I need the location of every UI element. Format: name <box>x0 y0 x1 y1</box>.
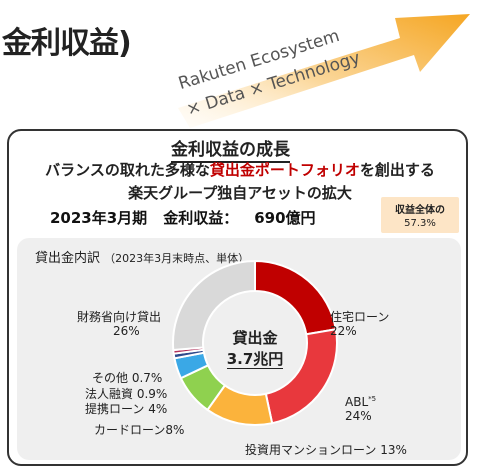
label-partner-loan-value: 4% <box>148 402 168 416</box>
card-title-text: 金利収益の成長 <box>171 140 290 163</box>
revenue-summary: 2023年3月期 金利収益： 690億円 <box>50 207 316 228</box>
card-subtitle-1: バランスの取れた多様な貸出金ポートフォリオを創出する <box>0 159 480 180</box>
label-partner-loan: 提携ローン 4% <box>85 402 167 416</box>
breakdown-title-text: 貸出金内訳 <box>35 251 101 266</box>
label-investment-condo-loan-value: 13% <box>380 443 407 457</box>
label-investment-condo-loan: 投資用マンションローン 13% <box>245 443 407 457</box>
label-card-loan-name: カードローン <box>94 423 166 437</box>
subtitle1-highlight: 貸出金ポートフォリオ <box>209 161 360 179</box>
label-housing-loan-value: 22% <box>330 324 357 338</box>
label-others-value: 0.7% <box>131 371 163 385</box>
share-label: 収益全体の <box>395 205 445 216</box>
growth-arrow-graphic <box>178 14 470 128</box>
label-investment-condo-loan-name: 投資用マンションローン <box>245 443 377 457</box>
label-abl-value: 24% <box>345 409 372 423</box>
revenue-label: 金利収益： <box>163 209 239 227</box>
breakdown-note: （2023年3月末時点、単体） <box>104 252 250 265</box>
subtitle1-prefix: バランスの取れた多様な <box>45 161 210 179</box>
donut-center-value-text: 3.7兆円 <box>226 350 284 369</box>
breakdown-title: 貸出金内訳 （2023年3月末時点、単体） <box>35 247 249 266</box>
label-corporate-loan-name: 法人融資 <box>85 387 134 401</box>
period-label: 2023年3月期 <box>50 209 148 227</box>
label-corporate-loan-value: 0.9% <box>136 387 168 401</box>
label-abl-name: ABL <box>345 395 369 409</box>
donut-center-value: 3.7兆円 <box>200 348 310 369</box>
label-abl-note: *5 <box>368 395 377 403</box>
label-others-name: その他 <box>92 371 129 385</box>
label-mof-loan: 財務省向け貸出 26% <box>77 310 161 338</box>
revenue-share-badge: 収益全体の 57.3% <box>381 197 459 233</box>
card-title: 金利収益の成長 <box>0 135 461 163</box>
share-value: 57.3% <box>404 218 436 229</box>
label-abl: ABL*5 24% <box>345 392 376 423</box>
label-partner-loan-name: 提携ローン <box>85 402 145 416</box>
donut-slice-7 <box>172 259 256 352</box>
label-housing-loan-name: 住宅ローン <box>330 310 390 324</box>
donut-center-label: 貸出金 <box>232 329 278 347</box>
label-card-loan-value: 8% <box>165 423 185 437</box>
revenue-value: 690億円 <box>254 209 316 227</box>
label-corporate-loan: 法人融資 0.9% <box>85 387 167 401</box>
label-mof-loan-name: 財務省向け貸出 <box>77 310 162 324</box>
label-housing-loan: 住宅ローン 22% <box>330 310 389 338</box>
card-subtitle-2: 楽天グループ独自アセットの拡大 <box>128 184 352 202</box>
subtitle1-suffix: を創出する <box>359 161 435 179</box>
label-others: その他 0.7% <box>92 371 162 385</box>
donut-slice-0 <box>254 259 337 336</box>
page-title: 金利収益) <box>2 26 132 61</box>
label-mof-loan-value: 26% <box>113 324 140 338</box>
label-card-loan: カードローン8% <box>94 423 184 437</box>
